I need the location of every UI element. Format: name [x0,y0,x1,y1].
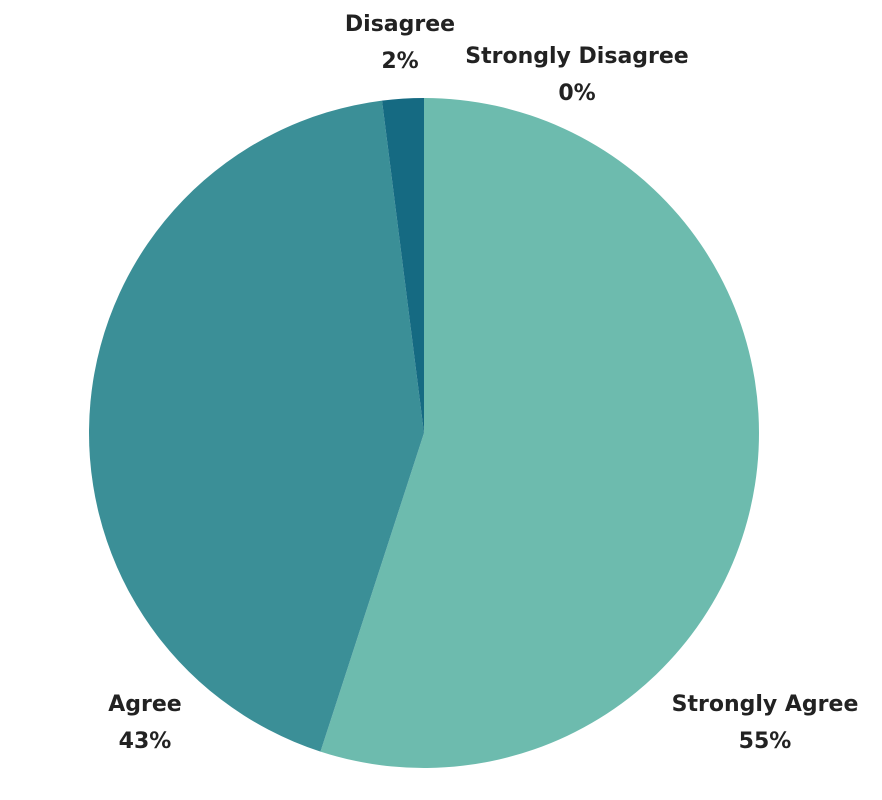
pie-slice [88,100,425,752]
slice-label: Agree [108,692,181,717]
slice-value-label: 55% [739,729,792,754]
slice-label: Disagree [345,12,455,37]
slice-label: Strongly Disagree [465,44,688,69]
slice-value-label: 2% [381,49,418,74]
pie-slice [382,98,424,433]
slice-value-label: 0% [558,81,595,106]
slice-label: Strongly Agree [672,692,859,717]
slice-value-label: 43% [119,729,172,754]
pie-slice [320,98,759,768]
